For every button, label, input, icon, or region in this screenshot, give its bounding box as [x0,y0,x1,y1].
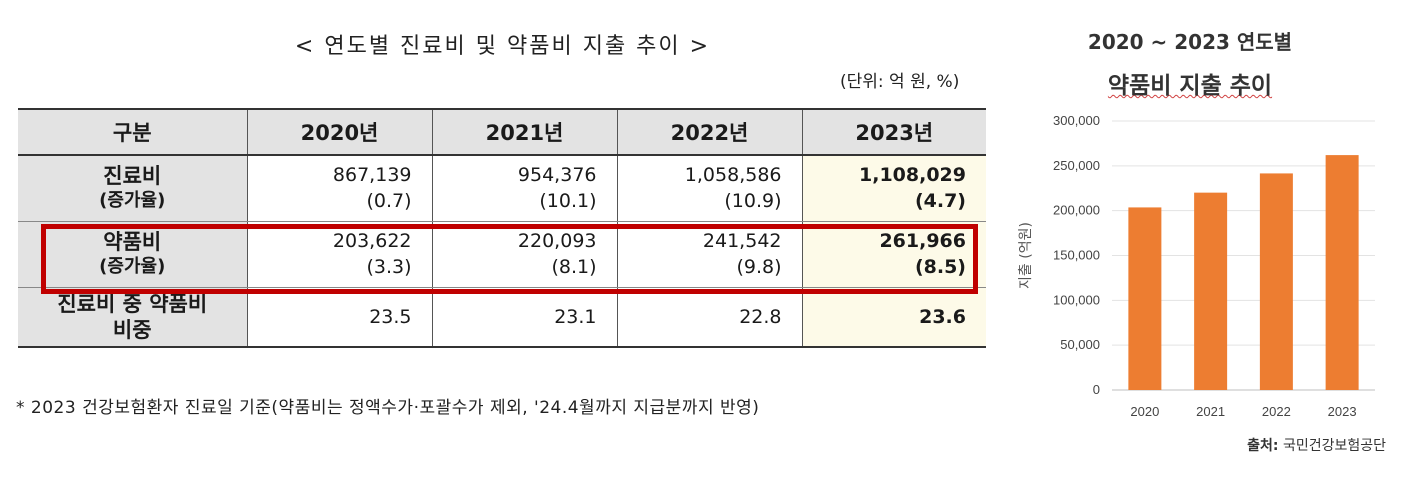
unit-label: (단위: 억 원, %) [840,72,960,92]
table-cell: 954,376 (10.1) [431,155,618,222]
y-tick-label: 0 [1093,382,1100,397]
cell-rate: (3.3) [366,256,412,278]
row-label-sub: (증가율) [99,256,166,277]
cell-value: 241,542 [702,230,782,252]
table-cell: 203,622 (3.3) [246,221,433,288]
footnote: * 2023 건강보험환자 진료일 기준(약품비는 정액수가·포괄수가 제외, … [16,398,760,418]
table-cell-highlighted: 261,966 (8.5) [801,221,986,288]
cell-rate: (0.7) [366,190,412,213]
cell-value: 23.5 [369,305,412,328]
x-tick-label: 2022 [1262,404,1291,419]
cell-value: 261,966 [879,230,966,252]
y-tick-label: 200,000 [1053,203,1100,218]
table-title: < 연도별 진료비 및 약품비 지출 추이 > [294,34,711,59]
table-cell-highlighted: 1,108,029 (4.7) [801,155,986,222]
expenditure-table: 구분 2020년 2021년 2022년 2023년 진료비 (증가율) 867… [18,108,986,348]
cell-value: 867,139 [332,164,412,187]
bar [1259,173,1293,390]
row-label-drug-share: 진료비 중 약품비 비중 [18,287,248,348]
x-tick-label: 2023 [1328,404,1357,419]
cell-value: 23.1 [554,305,597,328]
cell-value: 22.8 [739,305,782,328]
table-cell: 220,093 (8.1) [431,221,618,288]
table-cell-highlighted: 23.6 [801,287,986,348]
cell-value: 1,058,586 [684,164,782,187]
table-cell: 23.5 [246,287,433,348]
table-header-row: 구분 2020년 2021년 2022년 2023년 [18,108,986,156]
table-cell: 22.8 [616,287,803,348]
bar-chart: 0 50,000 100,000 150,000 200,000 250,000 300,0… [1018,113,1375,419]
header-2020: 2020년 [246,108,433,156]
cell-value: 220,093 [517,230,597,252]
row-label-sub: (증가율) [99,190,166,212]
chart-title-text: 약품비 지출 추이 [1107,73,1273,99]
cell-rate: (4.7) [914,190,966,213]
y-axis-label: 지출 (억원) [1018,222,1034,289]
bar [1128,207,1162,390]
row-label-drug-cost: 약품비 (증가율) [18,221,248,288]
bar [1325,155,1359,390]
y-tick-label: 100,000 [1053,292,1100,307]
x-tick-label: 2020 [1130,404,1159,419]
source-label: 출처: [1247,438,1279,454]
x-tick-label: 2021 [1196,404,1225,419]
highlight-box [41,224,978,294]
source-note: 출처: 국민건강보험공단 [1190,435,1386,455]
header-2021: 2021년 [431,108,618,156]
row-label-main-2: 비중 [112,317,152,342]
table-cell: 1,058,586 (10.9) [616,155,803,222]
header-category: 구분 [18,108,248,156]
table-row-drug-share: 진료비 중 약품비 비중 23.5 23.1 22.8 23.6 [18,287,986,348]
y-tick-label: 50,000 [1060,337,1100,352]
row-label-main: 진료비 [103,164,162,189]
table-row-drug-cost: 약품비 (증가율) 203,622 (3.3) 220,093 (8.1) 241,… [18,221,986,288]
cell-rate: (8.1) [551,256,597,278]
cell-rate: (10.1) [539,190,597,213]
table-cell: 23.1 [431,287,618,348]
cell-rate: (10.9) [724,190,782,213]
table-row-medical-cost: 진료비 (증가율) 867,139 (0.7) 954,376 (10.1) 1,0… [18,154,986,222]
table-cell: 241,542 (9.8) [616,221,803,288]
row-label-main: 약품비 [103,230,162,254]
table-cell: 867,139 (0.7) [246,155,433,222]
header-2023: 2023년 [801,108,986,156]
bar [1194,192,1228,390]
cell-rate: (9.8) [736,256,782,278]
y-tick-label: 300,000 [1053,113,1100,128]
cell-value: 954,376 [517,164,597,187]
cell-value: 23.6 [919,305,966,328]
chart-title-line1: 2020 ~ 2023 연도별 [1087,30,1293,54]
cell-value: 1,108,029 [859,164,966,187]
y-tick-label: 150,000 [1053,248,1100,263]
source-text: 국민건강보험공단 [1282,438,1386,454]
y-tick-label: 250,000 [1053,158,1100,173]
row-label-main: 진료비 중 약품비 [57,291,208,316]
cell-value: 203,622 [332,230,412,252]
chart-title-line2: 약품비 지출 추이 [1050,66,1330,100]
cell-rate: (8.5) [914,256,966,278]
row-label-medical-cost: 진료비 (증가율) [18,154,248,222]
header-2022: 2022년 [616,108,803,156]
